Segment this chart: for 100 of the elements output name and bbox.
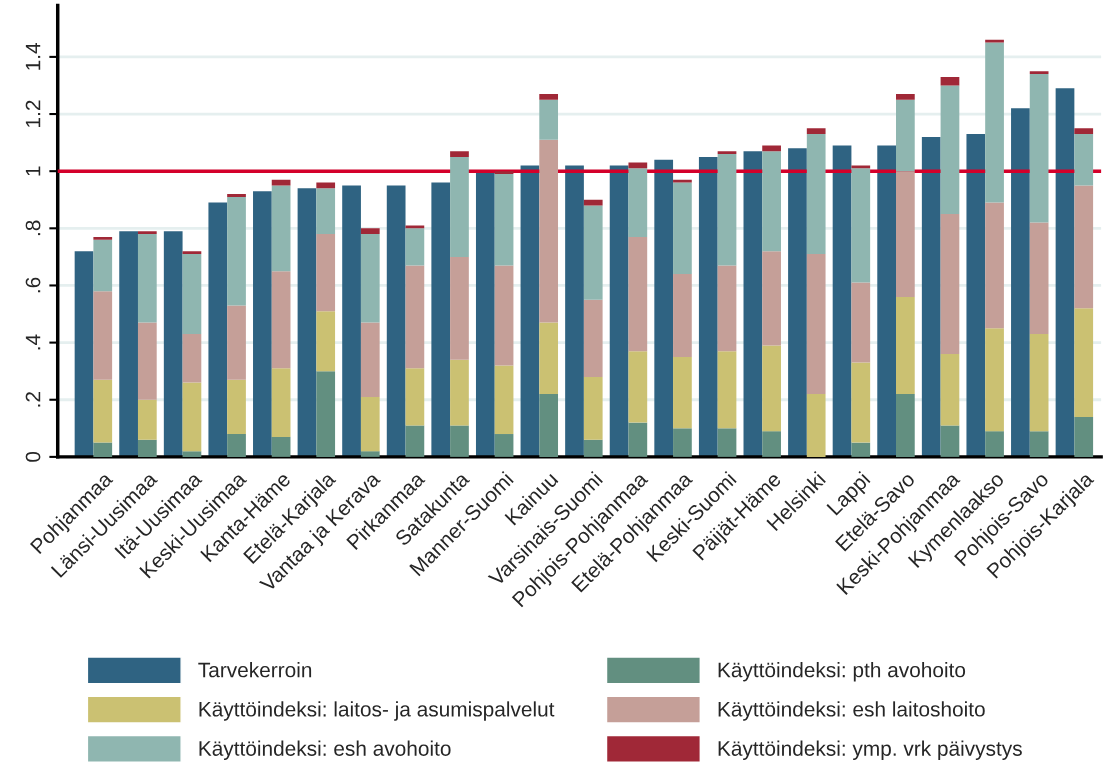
bar: [227, 305, 246, 380]
bar: [93, 379, 113, 443]
bar: [494, 174, 514, 266]
bar: [1029, 222, 1049, 335]
bar: [137, 439, 157, 457]
bar: [539, 322, 559, 395]
bar: [806, 128, 826, 135]
bar: [182, 334, 202, 383]
bar: [940, 354, 960, 426]
bar: [431, 182, 451, 457]
bar: [405, 425, 425, 457]
bar: [717, 265, 737, 352]
bar: [539, 394, 559, 457]
legend-label: Käyttöindeksi: pth avohoito: [718, 662, 966, 682]
y-tick-label: .4: [25, 334, 41, 350]
bar: [985, 328, 1004, 432]
bar: [985, 42, 1004, 203]
bar: [405, 368, 425, 426]
bar: [565, 165, 584, 457]
y-tick-label: 1.4: [25, 43, 41, 70]
bar: [877, 145, 897, 457]
bar: [806, 394, 826, 457]
legend-label: Käyttöindeksi: esh laitoshoito: [718, 701, 985, 721]
legend-label: Käyttöindeksi: esh avohoito: [199, 740, 451, 761]
bar: [182, 251, 202, 255]
bar: [342, 185, 361, 457]
bar: [985, 431, 1004, 457]
bar: [182, 382, 202, 452]
bar: [583, 439, 603, 457]
bar: [360, 234, 380, 323]
y-tick-label: 1.2: [25, 100, 41, 127]
bar: [1074, 416, 1094, 457]
bar: [539, 99, 559, 140]
bar: [940, 425, 960, 457]
bar: [1074, 128, 1094, 135]
bar: [896, 394, 915, 457]
bar: [494, 434, 514, 457]
bar: [360, 451, 380, 457]
bar: [93, 236, 113, 240]
bar: [1074, 134, 1094, 186]
bar: [450, 425, 469, 457]
bar: [609, 165, 629, 457]
bar: [360, 322, 380, 397]
y-tick-label: .8: [25, 220, 41, 236]
bar: [297, 188, 317, 457]
bar: [316, 234, 336, 312]
bar: [698, 156, 718, 457]
bar: [163, 231, 183, 457]
bar: [851, 442, 871, 457]
y-tick-label: .2: [25, 392, 41, 407]
bar: [450, 359, 469, 426]
bar: [137, 231, 157, 235]
bar: [227, 434, 246, 457]
bar: [316, 371, 336, 457]
bar: [74, 251, 94, 457]
y-tick-label: 1: [25, 166, 41, 176]
bar: [583, 299, 603, 377]
bar: [405, 228, 425, 266]
bar: [743, 151, 763, 457]
bar: [271, 185, 291, 272]
bar: [271, 368, 291, 437]
bar: [494, 365, 514, 435]
bar: [539, 94, 559, 100]
bar: [654, 159, 674, 457]
bar: [93, 239, 113, 292]
bar: [673, 428, 692, 457]
bar: [494, 171, 514, 175]
bar: [717, 351, 737, 429]
bar: [1011, 108, 1030, 457]
bar: [1074, 308, 1094, 417]
bar: [673, 274, 692, 357]
bar: [271, 436, 291, 457]
bar: [360, 228, 380, 235]
bar: [851, 282, 871, 363]
bar: [762, 345, 781, 432]
bar: [851, 362, 871, 443]
bar: [253, 191, 272, 457]
bar: [93, 442, 113, 457]
bar: [475, 171, 495, 457]
bar: [119, 231, 138, 457]
bar: [405, 225, 425, 229]
bar: [896, 94, 915, 100]
bar: [182, 451, 202, 457]
bar: [1029, 334, 1049, 432]
bar: [832, 145, 852, 457]
bar: [673, 356, 692, 429]
bar: [1055, 88, 1075, 457]
bar: [762, 145, 781, 152]
bar: [673, 179, 692, 183]
bar: [896, 296, 915, 395]
bar: [921, 136, 941, 457]
bar: [316, 188, 336, 235]
legend-label: Käyttöindeksi: laitos- ja asumispalvelut: [199, 701, 555, 721]
bar: [628, 168, 648, 237]
bar: [1029, 71, 1049, 75]
legend-label: Tarvekerroin: [198, 662, 312, 678]
bar: [717, 428, 737, 457]
y-tick-label: .6: [25, 277, 41, 293]
bar: [985, 39, 1004, 43]
bar: [316, 311, 336, 372]
